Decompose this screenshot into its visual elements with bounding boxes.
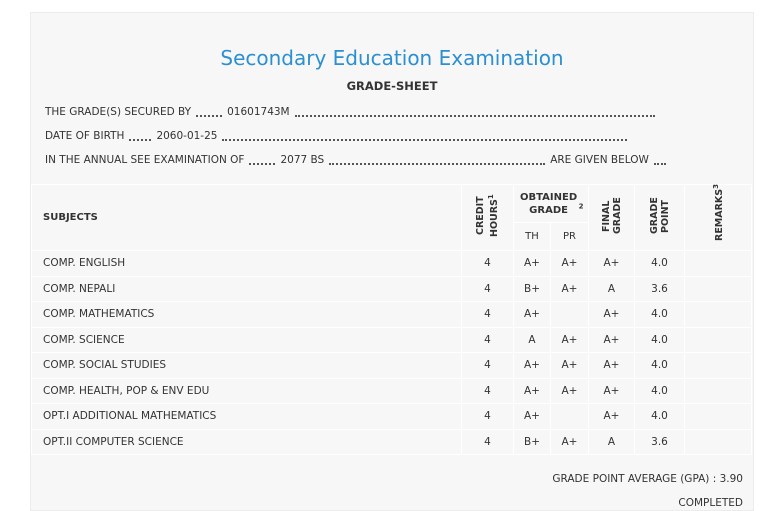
label: DATE OF BIRTH (45, 130, 125, 142)
header-cell: REMARKS3 (684, 183, 752, 251)
grade-cell: A+ (513, 301, 551, 328)
grade-cell: A+ (588, 352, 635, 379)
gpa: GRADE POINT AVERAGE (GPA) : 3.90 (552, 473, 743, 485)
grade-cell: 3.6 (634, 275, 685, 302)
label: IN THE ANNUAL SEE EXAMINATION OF (45, 154, 245, 166)
grade-cell (684, 250, 752, 277)
header-text: REMARKS (714, 188, 726, 241)
subject-cell: COMP. MATHEMATICS (31, 301, 462, 328)
grade-cell: A+ (513, 250, 551, 277)
grade-cell (550, 403, 589, 430)
subject-cell: COMP. HEALTH, POP & ENV EDU (31, 377, 462, 404)
grade-cell: A+ (588, 377, 635, 404)
grade-cell: A+ (588, 326, 635, 353)
grade-cell (684, 403, 752, 430)
gpa-label: GRADE POINT AVERAGE (GPA) : (552, 473, 717, 485)
grade-cell (684, 377, 752, 404)
grade-cell: A+ (513, 403, 551, 430)
subject-cell: COMP. SOCIAL STUDIES (31, 352, 462, 379)
grade-cell: 4 (461, 403, 514, 430)
note: 2 (578, 202, 584, 211)
grade-row: COMP. SCIENCE 4 A A+ A+ 4.0 (31, 326, 752, 353)
grade-cell: 4.0 (634, 326, 685, 353)
grade-cell: A+ (513, 352, 551, 379)
grade-cell: A+ (550, 326, 589, 353)
grade-cell: A+ (550, 352, 589, 379)
header-text: OBTAINED GRADE (519, 191, 578, 216)
grade-sheet: Secondary Education Examination GRADE-SH… (30, 12, 754, 511)
header-cell: FINAL GRADE (588, 184, 635, 251)
grade-cell: 4.0 (634, 250, 685, 277)
subject-cell: COMP. ENGLISH (31, 250, 462, 277)
grade-cell (684, 301, 752, 328)
subject-cell: OPT.I ADDITIONAL MATHEMATICS (31, 403, 462, 430)
label: THE GRADE(S) SECURED BY (45, 106, 192, 118)
grade-cell (550, 301, 589, 328)
grade-cell: A+ (588, 403, 635, 430)
grade-row: COMP. SOCIAL STUDIES 4 A+ A+ A+ 4.0 (31, 352, 752, 379)
info-line: THE GRADE(S) SECURED BY 01601743M (45, 106, 660, 118)
header-text: CREDIT HOURS (474, 196, 501, 238)
header-text: GRADE POINT (648, 197, 671, 235)
info-line: IN THE ANNUAL SEE EXAMINATION OF 2077 BS… (45, 154, 671, 166)
grade-cell: 4 (461, 301, 514, 328)
grade-cell: 4 (461, 377, 514, 404)
subject-cell: COMP. SCIENCE (31, 326, 462, 353)
grade-cell: 4 (461, 326, 514, 353)
header-cell: PR (550, 222, 589, 251)
value: 2077 BS (280, 154, 325, 166)
grade-cell: A+ (588, 301, 635, 328)
subject-cell: COMP. NEPALI (31, 275, 462, 302)
gpa-value: 3.90 (719, 473, 743, 485)
header-cell: OBTAINED GRADE 2 (513, 184, 589, 223)
grade-row: OPT.II COMPUTER SCIENCE 4 B+ A+ A 3.6 (31, 428, 752, 455)
value: ARE GIVEN BELOW (550, 154, 649, 166)
grade-row: COMP. NEPALI 4 B+ A+ A 3.6 (31, 275, 752, 302)
title: Secondary Education Examination (220, 46, 564, 70)
header-cell: SUBJECTS (31, 184, 462, 251)
header-cell: TH (513, 222, 551, 251)
grade-row: OPT.I ADDITIONAL MATHEMATICS 4 A+ A+ 4.0 (31, 403, 752, 430)
header-text: FINAL GRADE (600, 197, 623, 235)
grade-cell: A+ (550, 275, 589, 302)
grade-cell: 4.0 (634, 301, 685, 328)
grade-cell (684, 275, 752, 302)
grade-cell (684, 352, 752, 379)
grade-cell: A+ (588, 250, 635, 277)
subject-cell: OPT.II COMPUTER SCIENCE (31, 428, 462, 455)
header-cell: CREDIT HOURS1 (461, 184, 514, 251)
grade-cell: A (588, 428, 635, 455)
grade-row: COMP. HEALTH, POP & ENV EDU 4 A+ A+ A+ 4.0 (31, 377, 752, 404)
grade-cell: 4 (461, 352, 514, 379)
grade-cell: B+ (513, 428, 551, 455)
status: COMPLETED (678, 497, 743, 509)
grade-cell: 4.0 (634, 403, 685, 430)
header-cell: GRADE POINT (634, 184, 685, 251)
grade-cell: A (588, 275, 635, 302)
grade-cell: A+ (513, 377, 551, 404)
grade-cell (684, 428, 752, 455)
value: 01601743M (227, 106, 290, 118)
grade-cell: 4.0 (634, 352, 685, 379)
grade-cell: A+ (550, 250, 589, 277)
grade-row: COMP. MATHEMATICS 4 A+ A+ 4.0 (31, 301, 752, 328)
grade-cell: 3.6 (634, 428, 685, 455)
grade-cell: 4 (461, 275, 514, 302)
grade-cell (684, 326, 752, 353)
info-line: DATE OF BIRTH 2060-01-25 (45, 130, 632, 142)
grade-row: COMP. ENGLISH 4 A+ A+ A+ 4.0 (31, 250, 752, 277)
grade-cell: A (513, 326, 551, 353)
grade-cell: 4.0 (634, 377, 685, 404)
grades-table: SUBJECTS CREDIT HOURS1 OBTAINED GRADE 2 F… (31, 184, 752, 455)
grade-cell: 4 (461, 250, 514, 277)
value: 2060-01-25 (156, 130, 218, 142)
note: 1 (486, 194, 495, 200)
note: 3 (711, 183, 720, 189)
grade-cell: B+ (513, 275, 551, 302)
subtitle: GRADE-SHEET (346, 79, 438, 93)
grade-cell: 4 (461, 428, 514, 455)
grade-cell: A+ (550, 428, 589, 455)
grade-cell: A+ (550, 377, 589, 404)
